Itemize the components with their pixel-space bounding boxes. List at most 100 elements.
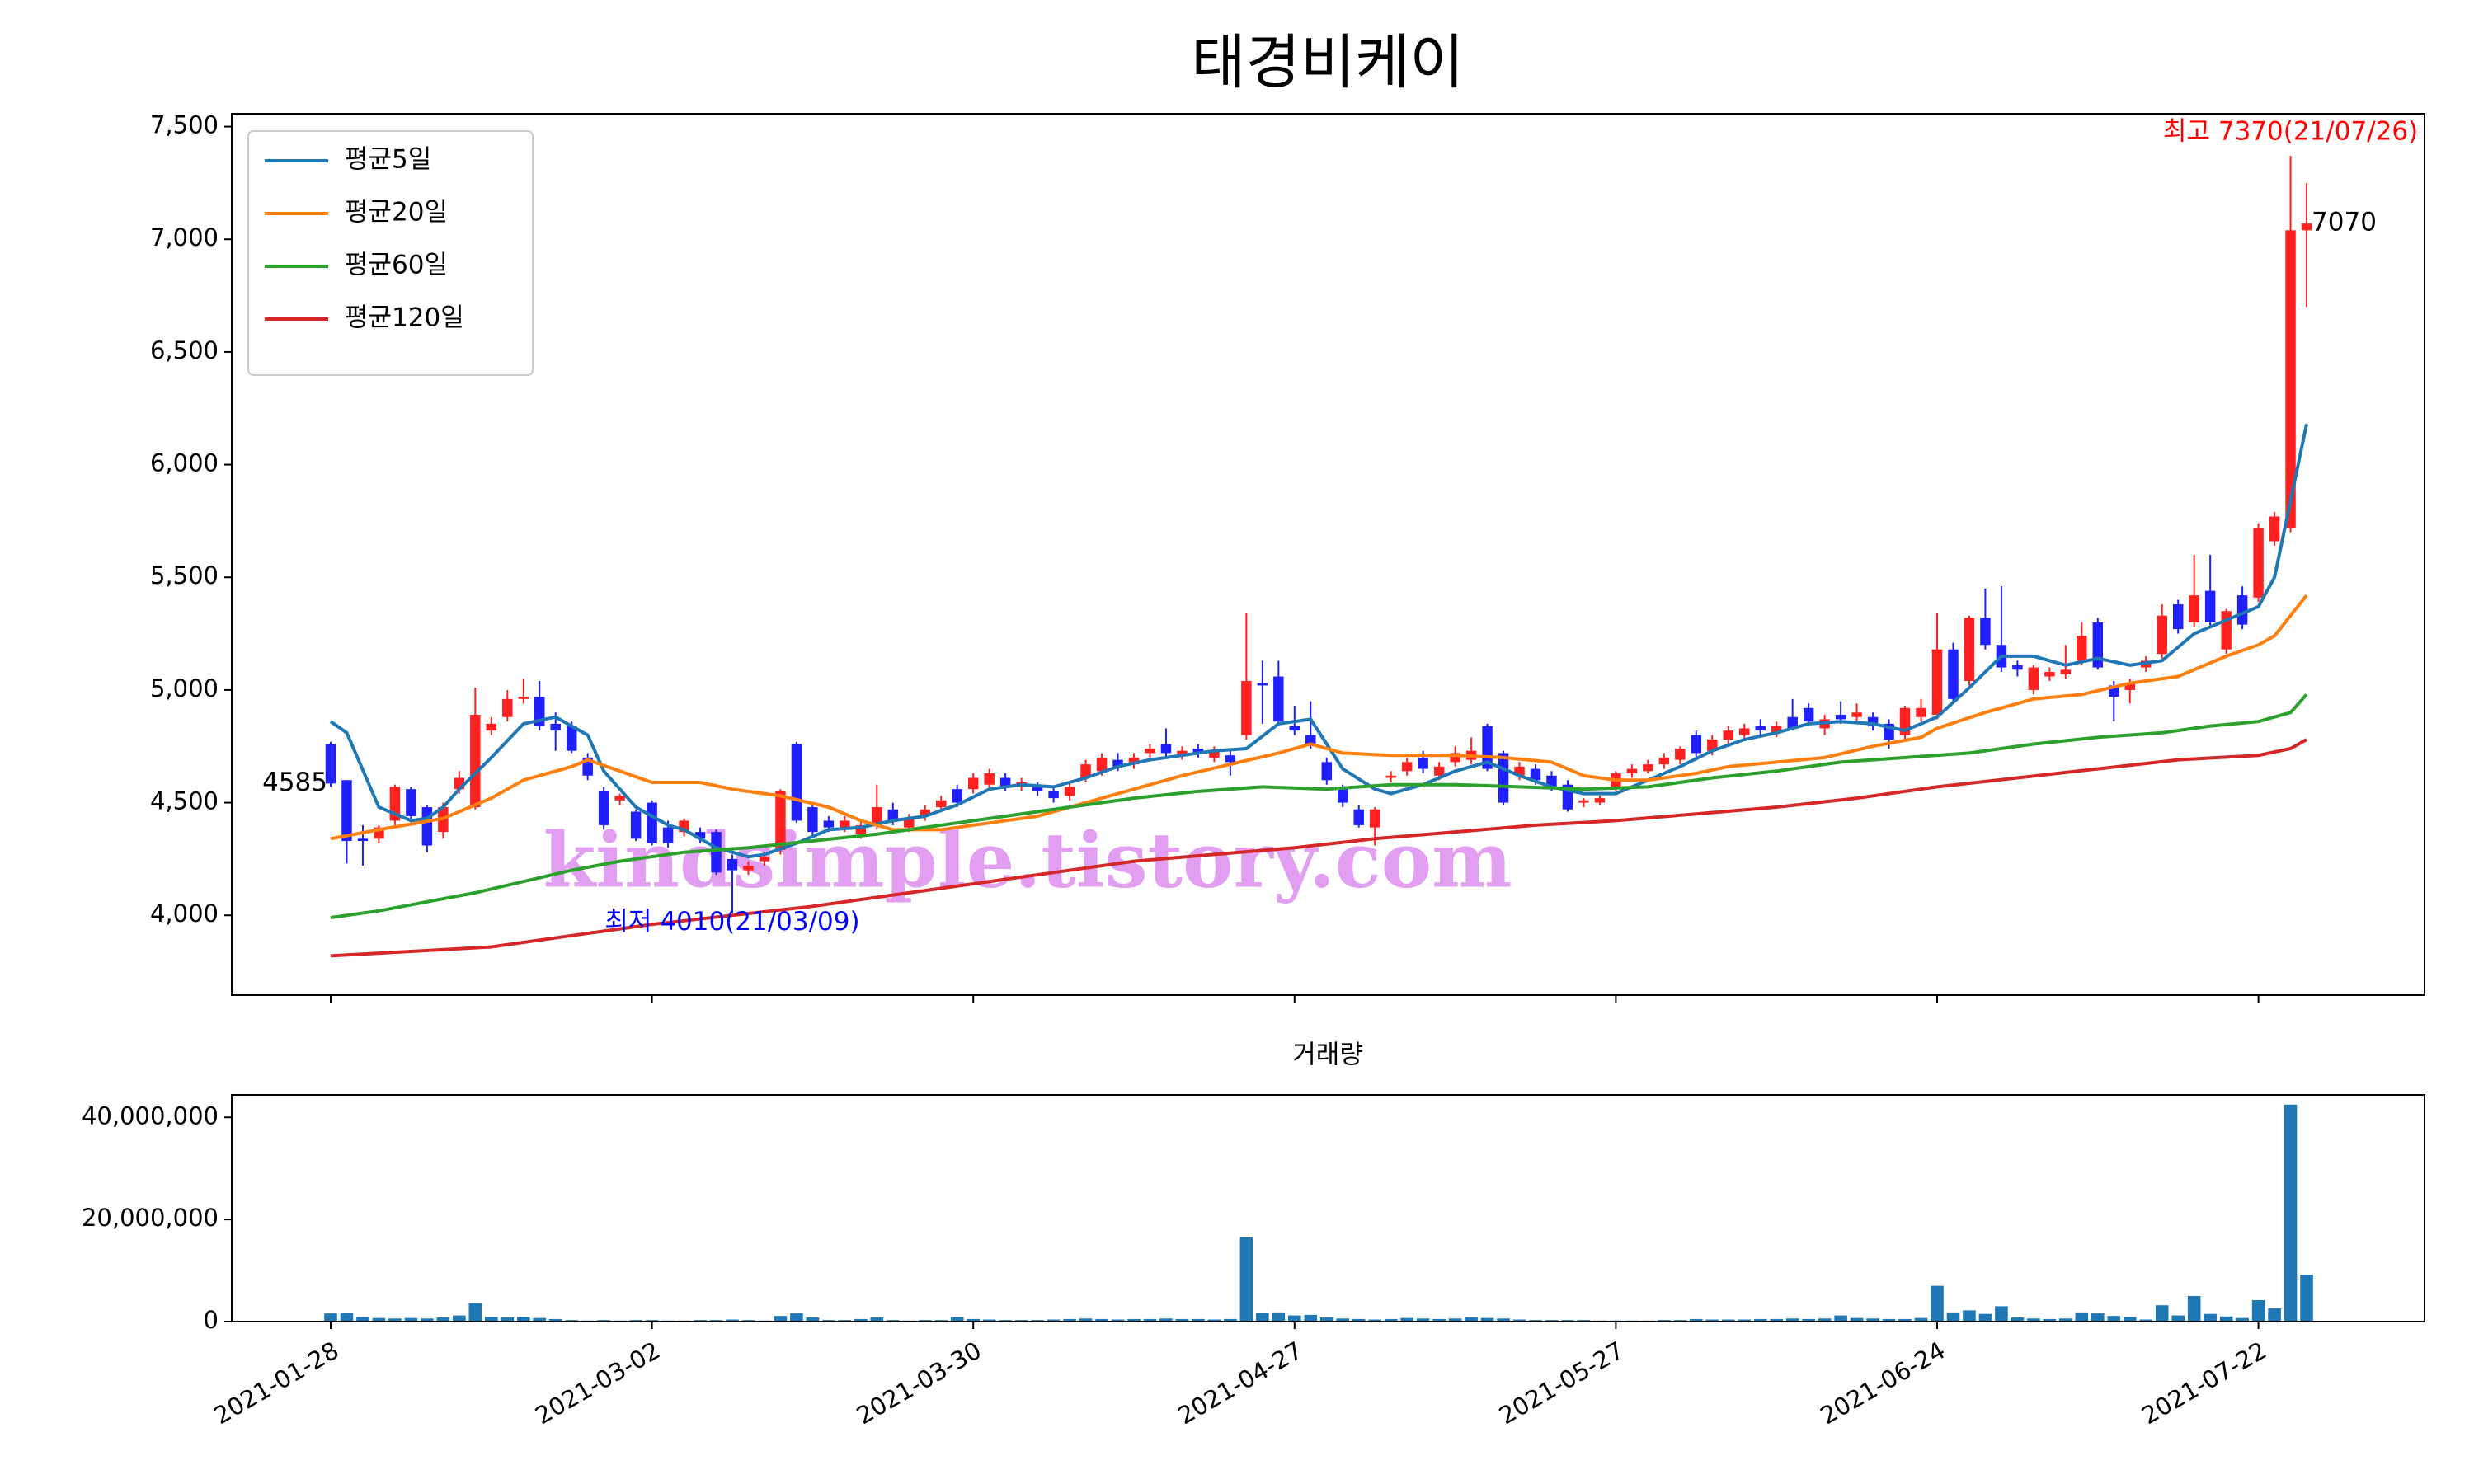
candle-body — [1931, 649, 1943, 715]
volume-bar — [1192, 1318, 1205, 1322]
candle-body — [566, 726, 577, 751]
candle-body — [1177, 750, 1188, 756]
candle-body — [470, 714, 481, 808]
candle-body — [2189, 595, 2199, 622]
volume-bar — [1480, 1317, 1494, 1322]
candle-body — [2077, 636, 2087, 661]
volume-bar — [870, 1317, 884, 1322]
first-close-label: 4585 — [262, 768, 327, 797]
candle-body — [1209, 750, 1220, 758]
volume-bar — [1095, 1318, 1108, 1322]
candle-body — [1160, 744, 1172, 754]
volume-bar — [2204, 1313, 2217, 1322]
volume-bar — [2107, 1316, 2121, 1322]
plot-frame — [231, 113, 2425, 996]
y-tick-label: 7,000 — [150, 223, 219, 251]
volume-bar — [2059, 1318, 2072, 1322]
candle-body — [1112, 759, 1123, 767]
volume-bar — [1336, 1318, 1350, 1322]
candle-body — [1964, 618, 1975, 681]
volume-bar — [1770, 1318, 1783, 1322]
candle-body — [952, 789, 962, 803]
volume-bar — [2171, 1315, 2185, 1322]
candle-body — [1064, 787, 1075, 796]
candle-body — [357, 838, 369, 842]
candle-body — [967, 777, 979, 790]
candle-body — [1032, 787, 1043, 791]
volume-bar — [950, 1317, 964, 1322]
volume-bar — [1127, 1318, 1141, 1322]
x-tick-label: 2021-07-22 — [2137, 1336, 2271, 1430]
volume-bar — [726, 1319, 739, 1322]
volume-bar — [436, 1317, 450, 1322]
legend-label: 평균5일 — [345, 145, 431, 175]
candle-body — [711, 832, 722, 873]
candle-body — [2044, 672, 2055, 677]
candle-body — [614, 796, 625, 801]
candle-body — [1546, 775, 1557, 787]
candle-body — [855, 824, 867, 834]
candle-body — [1835, 714, 1846, 720]
volume-bar — [1288, 1315, 1301, 1322]
x-tick-label: 2021-05-27 — [1494, 1336, 1629, 1430]
candle-body — [1321, 762, 1332, 781]
volume-bar — [404, 1317, 418, 1322]
volume-bar — [1368, 1319, 1381, 1322]
volume-bar — [1063, 1318, 1076, 1322]
moving-average-line — [330, 693, 2308, 919]
volume-bar — [1256, 1313, 1269, 1322]
y-tick-label: 20,000,000 — [82, 1204, 219, 1232]
volume-bar — [2139, 1319, 2153, 1322]
candle-body — [1675, 748, 1686, 760]
candle-body — [1851, 712, 1862, 717]
candle-body — [550, 723, 561, 731]
candle-body — [1401, 762, 1413, 772]
candle-body — [1916, 707, 1926, 717]
watermark: kindsimple.tistory.com — [543, 816, 1512, 905]
volume-bar — [1995, 1306, 2008, 1322]
candle-body — [1787, 716, 1798, 729]
volume-bar — [1721, 1319, 1735, 1322]
volume-bar — [1207, 1319, 1221, 1322]
legend-label: 평균60일 — [345, 251, 448, 280]
candle-body — [1691, 735, 1702, 754]
candle-body — [1096, 757, 1108, 772]
moving-average-line — [329, 423, 2308, 859]
volume-bar — [388, 1318, 402, 1322]
legend-label: 평균20일 — [345, 198, 448, 228]
volume-bar — [1914, 1317, 1928, 1322]
volume-bar — [1159, 1318, 1173, 1322]
y-tick-label: 5,500 — [150, 561, 219, 589]
candle-body — [1755, 726, 1766, 731]
volume-bar — [1272, 1312, 1286, 1322]
candle-body — [1643, 764, 1653, 772]
candle-body — [502, 698, 513, 717]
volume-bar — [1448, 1318, 1462, 1322]
candle-body — [872, 807, 882, 825]
volume-bar — [1224, 1318, 1237, 1322]
volume-bar — [340, 1313, 354, 1322]
candle-body — [598, 791, 609, 825]
volume-bar — [1400, 1317, 1413, 1322]
candle-body — [2269, 516, 2280, 542]
volume-bar — [372, 1317, 386, 1322]
candle-body — [1803, 707, 1814, 722]
volume-bar — [356, 1317, 369, 1322]
candle-body — [999, 777, 1011, 787]
plot: kindsimple.tistory.com — [325, 156, 2312, 958]
moving-average-line — [330, 738, 2307, 958]
volume-bar — [982, 1319, 996, 1322]
volume-bar — [2027, 1318, 2040, 1322]
y-tick-label: 6,500 — [150, 336, 219, 364]
candle-body — [1594, 798, 1606, 803]
volume-title: 거래량 — [1292, 1040, 1363, 1070]
candle-body — [2092, 622, 2104, 668]
volume-bar — [2011, 1317, 2025, 1322]
volume-bar — [2043, 1318, 2057, 1322]
candle-body — [486, 723, 497, 731]
candle-body — [1626, 768, 1638, 774]
y-tick-label: 4,000 — [150, 899, 219, 928]
volume-bar — [1352, 1318, 1366, 1322]
volume-bar — [1497, 1318, 1510, 1322]
